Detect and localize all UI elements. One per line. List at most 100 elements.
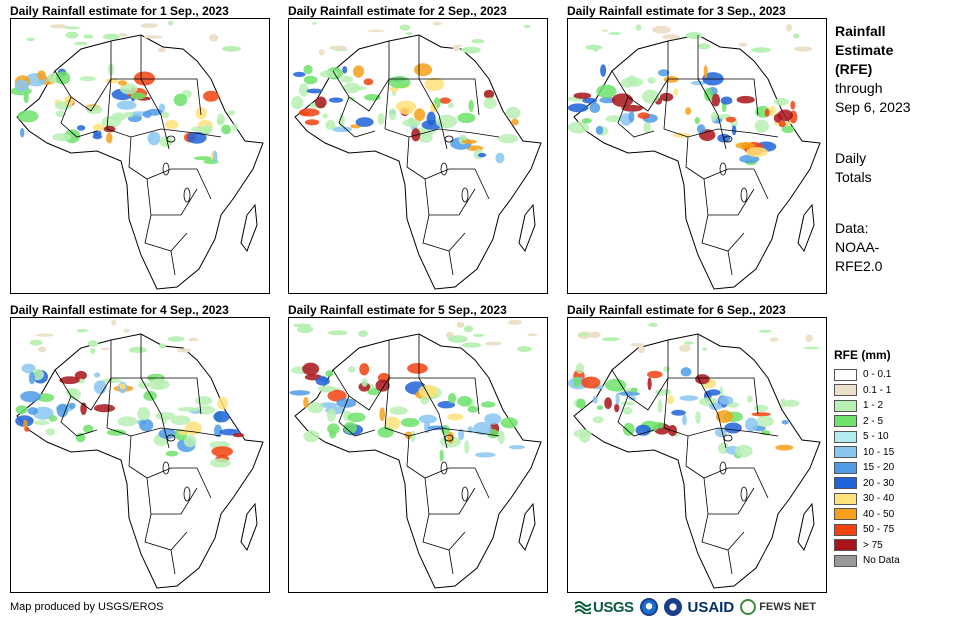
- rain-patch: [117, 416, 138, 427]
- rain-patch: [158, 428, 177, 440]
- rain-patch: [20, 391, 41, 403]
- africa-outline: [16, 34, 264, 290]
- lake-outline: [166, 434, 176, 442]
- rain-patch: [165, 450, 179, 457]
- rain-patch: [363, 78, 374, 86]
- rain-patch: [20, 127, 25, 138]
- rain-patch: [100, 347, 110, 351]
- rain-patch: [697, 43, 711, 50]
- rain-patch: [34, 420, 50, 426]
- rain-patch: [147, 131, 161, 146]
- rain-patch: [467, 406, 479, 413]
- legend-label: > 75: [863, 539, 883, 551]
- rain-patch: [662, 34, 680, 40]
- rain-patch: [56, 403, 69, 418]
- rain-patch: [647, 370, 663, 379]
- rain-patch: [157, 47, 166, 53]
- rain-patch: [327, 423, 340, 435]
- legend-swatch: [834, 399, 857, 412]
- rain-patch: [291, 96, 304, 110]
- rain-patch: [73, 41, 88, 46]
- rain-patch: [116, 100, 137, 110]
- rain-patch: [216, 113, 225, 126]
- map-heading-line: Rainfall: [835, 23, 886, 39]
- rain-patch: [424, 420, 431, 434]
- rain-patch: [298, 83, 309, 97]
- rain-patch: [359, 363, 370, 376]
- legend-item: 5 - 10: [834, 429, 954, 445]
- rain-patch: [154, 376, 165, 389]
- rain-patch: [155, 412, 176, 420]
- usgs-logo-text: USGS: [593, 598, 634, 616]
- country-border: [474, 168, 490, 200]
- rain-patch: [119, 383, 126, 390]
- rain-patch: [724, 422, 742, 434]
- rain-patch: [59, 376, 80, 385]
- rain-patch: [439, 97, 451, 104]
- rain-patch: [322, 113, 328, 119]
- rain-patch: [177, 348, 192, 353]
- africa-map-svg: [291, 21, 542, 290]
- rain-patch: [758, 329, 772, 333]
- rain-patch: [209, 34, 219, 42]
- map-heading-line: Estimate: [835, 42, 894, 58]
- country-border: [727, 250, 733, 276]
- map-panel-6: Daily Rainfall estimate for 6 Sep., 2023: [567, 303, 827, 593]
- rain-patch: [331, 126, 353, 133]
- rain-patch: [497, 430, 505, 444]
- rain-patch: [302, 362, 320, 376]
- rain-patch: [679, 395, 699, 401]
- rain-patch: [452, 44, 463, 48]
- rain-patch: [803, 346, 820, 350]
- rain-patch: [769, 337, 779, 342]
- rain-patch: [747, 395, 753, 403]
- legend-swatch: [834, 477, 857, 490]
- rain-patch: [715, 410, 733, 423]
- rain-patch: [484, 413, 502, 425]
- rain-patch: [319, 402, 337, 408]
- rain-patch: [694, 117, 700, 124]
- rain-patch: [635, 424, 651, 436]
- rain-patch: [736, 95, 755, 104]
- rain-patch: [306, 88, 323, 94]
- rainfall-map: [288, 18, 548, 294]
- panel-title: Daily Rainfall estimate for 5 Sep., 2023: [288, 303, 507, 317]
- rainfall-map: [567, 18, 827, 294]
- rain-patch: [27, 407, 38, 415]
- rain-patch: [745, 417, 758, 432]
- rain-patch: [377, 113, 385, 125]
- legend-swatch: [834, 368, 857, 381]
- rain-patch: [794, 46, 813, 52]
- rain-patch: [379, 407, 385, 422]
- rain-patch: [212, 150, 218, 163]
- rain-patch: [68, 388, 81, 401]
- rain-patch: [596, 84, 617, 99]
- rain-patch: [161, 111, 170, 119]
- panel-title: Daily Rainfall estimate for 3 Sep., 2023: [567, 4, 786, 18]
- rain-patch: [303, 64, 313, 75]
- rain-patch: [28, 371, 35, 385]
- rain-patch: [599, 96, 616, 104]
- legend-label: 30 - 40: [863, 493, 895, 505]
- rain-patch: [471, 39, 485, 44]
- totals-line: Daily: [835, 150, 867, 166]
- legend-item: 2 - 5: [834, 414, 954, 430]
- country-border: [753, 168, 769, 200]
- rain-patch: [604, 397, 612, 410]
- country-border: [338, 395, 376, 437]
- lake-outline: [723, 135, 733, 143]
- madagascar-outline: [518, 502, 536, 552]
- rain-patch: [325, 370, 334, 377]
- lake-outline: [461, 486, 469, 502]
- rain-patch: [118, 80, 128, 86]
- rain-patch: [568, 103, 589, 113]
- rain-patch: [703, 87, 713, 102]
- rain-patch: [87, 340, 99, 347]
- lake-outline: [440, 461, 448, 475]
- rain-patch: [673, 88, 679, 96]
- legend-item: 1 - 2: [834, 398, 954, 414]
- rain-patch: [452, 46, 460, 52]
- rain-patch: [457, 112, 476, 124]
- country-border: [617, 96, 655, 138]
- map-heading-line: (RFE): [835, 61, 873, 77]
